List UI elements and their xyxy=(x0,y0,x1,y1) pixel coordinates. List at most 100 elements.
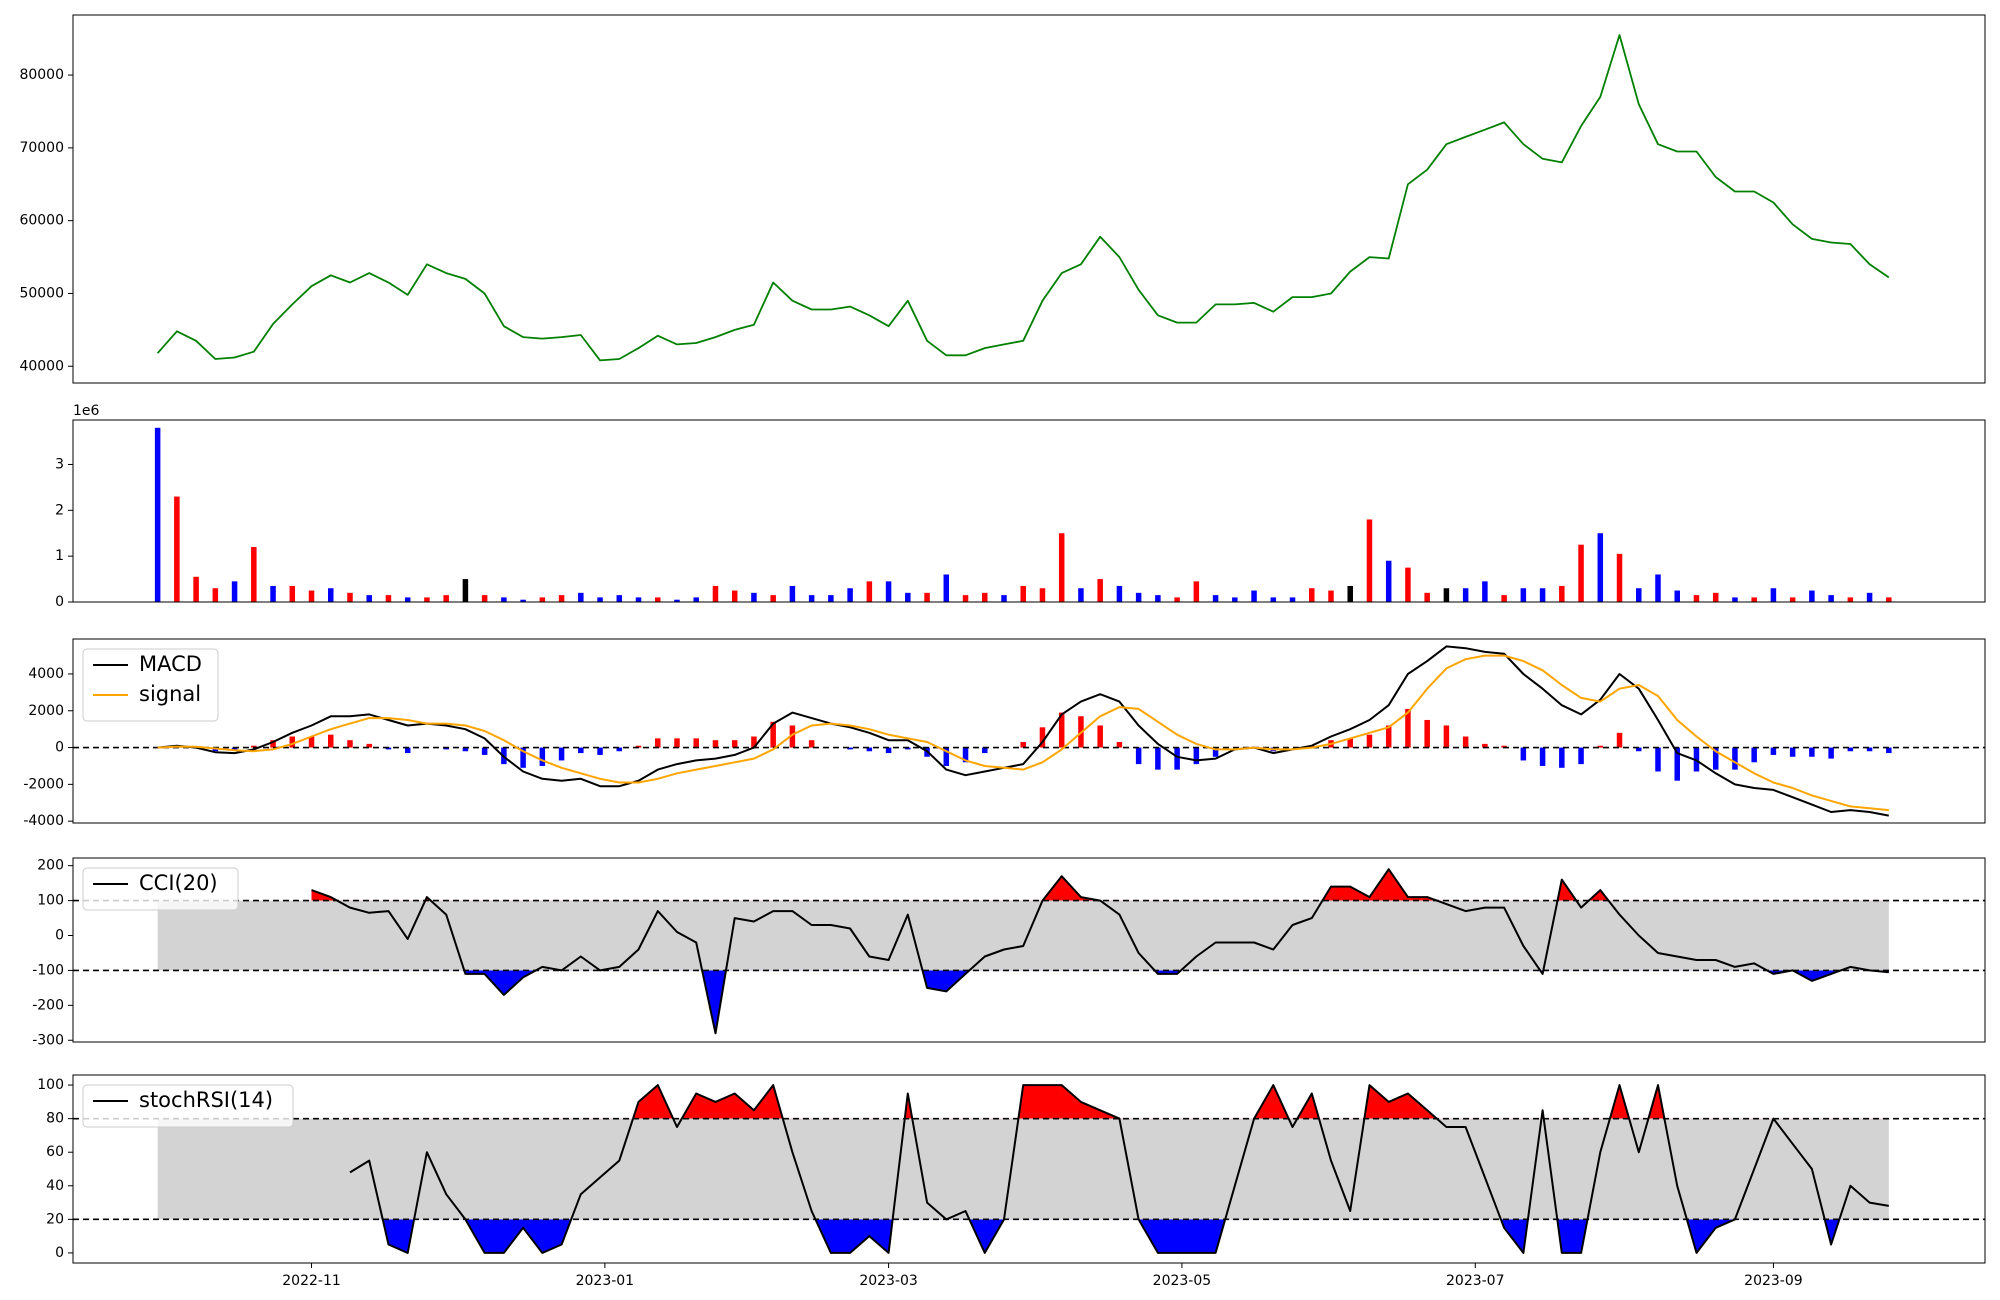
x-tick-label: 2023-07 xyxy=(1446,1273,1505,1289)
volume-bar xyxy=(1482,581,1488,602)
volume-bar xyxy=(655,597,661,602)
histogram-bar xyxy=(308,736,315,748)
volume-bar xyxy=(1770,588,1777,602)
histogram-bar xyxy=(1520,747,1527,761)
volume-bar xyxy=(174,496,180,602)
volume-bar xyxy=(154,427,161,602)
histogram-bar xyxy=(1193,747,1200,765)
histogram-bar xyxy=(328,734,334,748)
volume-bar xyxy=(1001,595,1007,602)
legend-label: CCI(20) xyxy=(139,871,218,895)
y-tick-label: 60 xyxy=(46,1144,64,1160)
volume-bar xyxy=(1578,544,1584,602)
volume-bar xyxy=(1116,585,1123,602)
x-tick-label: 2023-09 xyxy=(1744,1273,1803,1289)
histogram-bar xyxy=(1712,747,1719,770)
x-tick-label: 2023-01 xyxy=(576,1273,635,1289)
volume-bar xyxy=(1636,588,1642,602)
volume-bar xyxy=(1155,595,1161,602)
volume-bar xyxy=(1174,597,1180,602)
volume-bar xyxy=(289,585,296,602)
volume-bar xyxy=(558,595,565,602)
y-tick-label: -4000 xyxy=(23,813,64,829)
panel-frame xyxy=(72,857,1986,1043)
histogram-bar xyxy=(1636,747,1642,752)
y-tick-label: 100 xyxy=(37,893,64,909)
x-tick-label: 2022-11 xyxy=(282,1273,341,1289)
histogram-bar xyxy=(1443,725,1450,748)
panel-frame xyxy=(72,1074,1986,1264)
volume-bar xyxy=(635,597,642,602)
legend: MACD signal xyxy=(82,648,219,722)
volume-bar xyxy=(885,581,892,602)
volume-bar xyxy=(1847,597,1854,602)
volume-bar xyxy=(828,595,834,602)
volume-bar xyxy=(1424,592,1430,602)
volume-bar xyxy=(1058,533,1065,602)
histogram-bar xyxy=(635,745,642,748)
volume-bar xyxy=(347,592,353,602)
volume-bar xyxy=(943,574,950,602)
volume-bar xyxy=(1270,597,1277,602)
histogram-bar xyxy=(1058,712,1065,748)
histogram-bar xyxy=(1097,725,1103,748)
legend-box xyxy=(82,867,239,911)
volume-bar xyxy=(308,590,315,602)
histogram-bar xyxy=(1655,747,1661,772)
histogram-bar xyxy=(847,747,853,750)
volume-bar xyxy=(424,597,430,602)
histogram-bar xyxy=(808,740,815,748)
volume-bar xyxy=(1539,588,1546,602)
histogram-bar xyxy=(1674,747,1680,781)
y-tick-label: 4000 xyxy=(28,666,64,682)
neutral-band xyxy=(157,900,1889,971)
histogram-bar xyxy=(1616,732,1623,748)
volume-bar xyxy=(808,595,815,602)
histogram-bar xyxy=(1020,742,1026,748)
histogram-bar xyxy=(1597,745,1604,748)
volume-bar xyxy=(731,590,738,602)
histogram-bar xyxy=(1539,747,1546,766)
volume-bar xyxy=(905,592,911,602)
volume-bar xyxy=(1443,588,1450,602)
volume-bar xyxy=(1693,595,1700,602)
volume-bar xyxy=(1559,585,1565,602)
volume-bar xyxy=(770,595,776,602)
y-tick-label: 1 xyxy=(55,548,64,564)
legend: stochRSI(14) xyxy=(82,1084,294,1128)
volume-bar xyxy=(1078,588,1084,602)
volume-bar xyxy=(1462,588,1469,602)
volume-bar xyxy=(1732,597,1738,602)
histogram-bar xyxy=(1809,747,1815,757)
volume-bar xyxy=(501,597,507,602)
volume-bar xyxy=(385,595,392,602)
histogram-bar xyxy=(982,747,988,754)
histogram-bar xyxy=(251,745,257,748)
histogram-bar xyxy=(1212,747,1219,757)
y-tick-label: 0 xyxy=(55,594,64,610)
histogram-bar xyxy=(905,747,911,750)
volume-bar xyxy=(462,579,469,602)
volume-bar xyxy=(520,599,526,602)
histogram-bar xyxy=(1559,747,1565,768)
histogram-bar xyxy=(1135,747,1142,765)
volume-bar xyxy=(1251,590,1257,602)
histogram-bar xyxy=(578,747,584,754)
legend: CCI(20) xyxy=(82,867,239,911)
histogram-bar xyxy=(1347,738,1353,748)
panel-frame xyxy=(72,14,1986,384)
y-tick-label: -2000 xyxy=(23,776,64,792)
histogram-bar xyxy=(231,747,238,751)
histogram-bar xyxy=(1424,719,1430,748)
histogram-bar xyxy=(385,747,392,750)
histogram-bar xyxy=(885,747,892,754)
histogram-bar xyxy=(751,736,757,748)
y-tick-label: 0 xyxy=(55,740,64,756)
histogram-bar xyxy=(693,738,699,748)
volume-bar xyxy=(1135,592,1142,602)
histogram-bar xyxy=(1501,745,1507,748)
histogram-bar xyxy=(1116,742,1123,748)
volume-bar xyxy=(1289,597,1296,602)
series-line xyxy=(156,34,1890,362)
